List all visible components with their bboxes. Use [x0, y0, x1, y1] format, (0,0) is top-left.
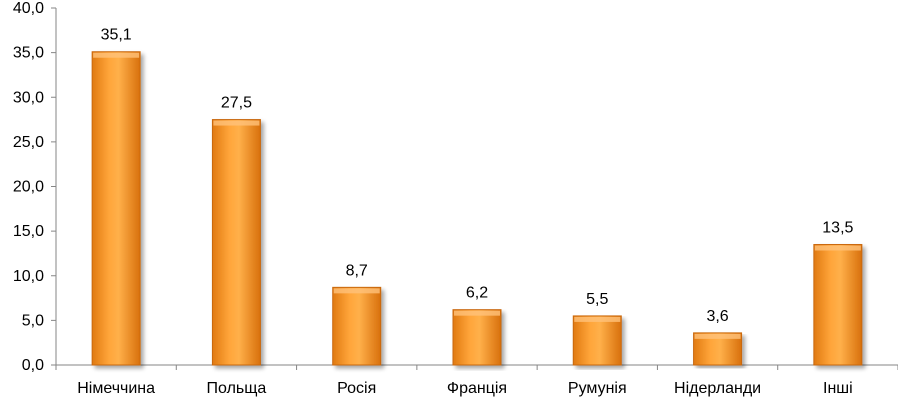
x-category-label: Інші	[823, 380, 853, 397]
data-label: 5,5	[586, 291, 608, 308]
data-label: 8,7	[346, 262, 368, 279]
y-tick-label: 25,0	[13, 134, 44, 151]
bars	[91, 51, 863, 366]
x-category-label: Польща	[207, 380, 267, 397]
bar	[572, 315, 622, 366]
x-category-label: Росія	[337, 380, 376, 397]
data-label: 3,6	[706, 308, 728, 325]
bar	[813, 244, 863, 366]
bar-top-highlight	[93, 52, 140, 58]
bar-body	[452, 309, 502, 366]
bar-top-highlight	[814, 245, 861, 251]
bar-body	[332, 286, 382, 366]
bar	[332, 286, 382, 366]
bar	[91, 51, 141, 366]
y-tick-label: 20,0	[13, 179, 44, 196]
y-tick-label: 35,0	[13, 45, 44, 62]
bar-top-highlight	[213, 120, 260, 126]
data-label: 35,1	[101, 27, 132, 44]
x-axis: Німеччина Польща Росія Франція Румунія Нідерл…	[55, 364, 898, 397]
bar	[211, 119, 261, 366]
y-axis: 0,0 5,0 10,0 15,0 20,0 25,0 30,0 35,0 40,0	[13, 0, 57, 374]
y-tick-label: 0,0	[22, 357, 44, 374]
bar-body	[813, 244, 863, 366]
bar	[452, 309, 502, 366]
data-label: 27,5	[221, 95, 252, 112]
bar-body	[91, 51, 141, 366]
x-category-label: Німеччина	[77, 380, 155, 397]
x-category-label: Румунія	[568, 380, 627, 397]
data-labels: 35,1 27,5 8,7 6,2 5,5 3,6 13,5	[101, 27, 854, 325]
bar	[693, 332, 743, 366]
y-tick-label: 15,0	[13, 223, 44, 240]
y-tick-label: 40,0	[13, 0, 44, 17]
bar-body	[572, 315, 622, 366]
y-tick-label: 5,0	[22, 312, 44, 329]
x-category-label: Франція	[447, 380, 507, 397]
y-tick-label: 30,0	[13, 89, 44, 106]
x-category-label: Нідерланди	[674, 380, 761, 397]
bar-top-highlight	[333, 288, 380, 294]
data-label: 13,5	[822, 220, 853, 237]
bar-body	[211, 119, 261, 366]
y-tick-label: 10,0	[13, 268, 44, 285]
bar-top-highlight	[454, 310, 500, 316]
bar-top-highlight	[694, 333, 741, 339]
data-label: 6,2	[466, 285, 488, 302]
bar-top-highlight	[574, 316, 621, 322]
